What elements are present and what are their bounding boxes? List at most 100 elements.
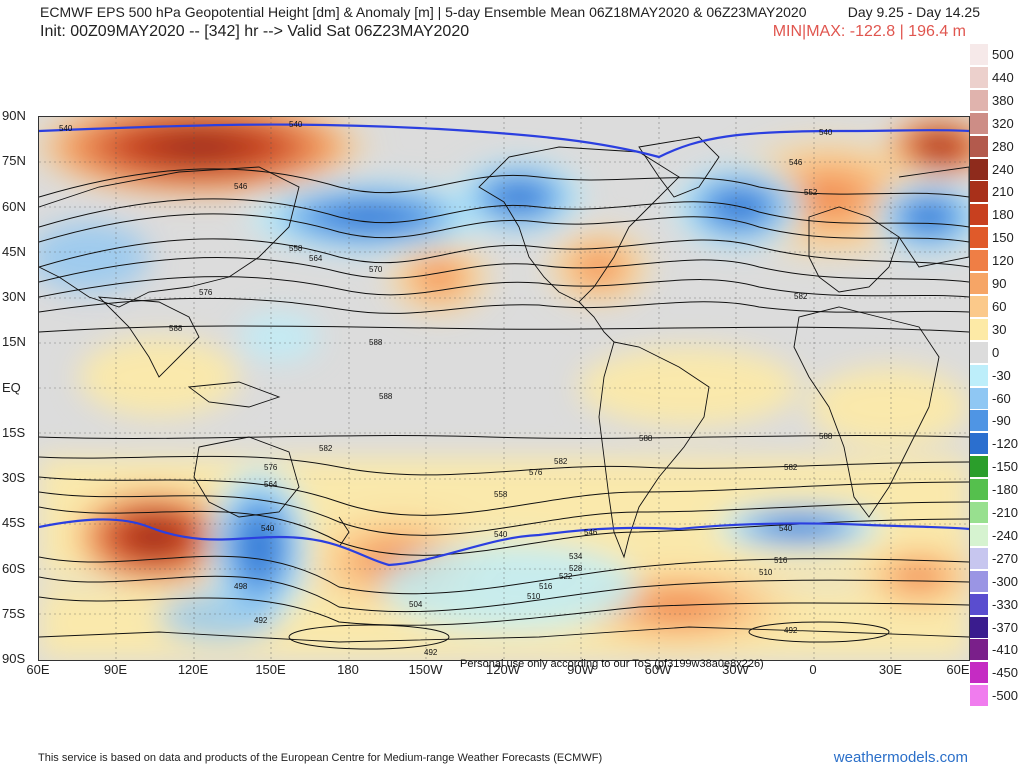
longitude-label: 120E [177,662,209,677]
longitude-label: 30E [878,662,903,677]
longitude-label: 150W [408,662,443,677]
forecast-days: Day 9.25 - Day 14.25 [847,4,980,20]
colorbar-swatch [970,204,988,226]
latitude-label: 45N [2,243,26,259]
colorbar-swatch [970,112,988,134]
map-title: ECMWF EPS 500 hPa Geopotential Height [d… [40,4,1004,20]
usage-watermark: Personal use only according to our ToS (… [460,658,764,670]
colorbar-level: 180 [970,204,1022,226]
colorbar-label: 0 [992,344,1000,360]
colorbar-swatch [970,547,988,569]
brand-link[interactable]: weathermodels.com [833,749,968,766]
anomaly-map[interactable]: 540 540 540 546 546 552 558 564 570 576 … [38,116,970,661]
colorbar-level: -120 [970,433,1022,455]
colorbar-swatch [970,662,988,684]
colorbar-level: -150 [970,456,1022,478]
map-canvas: 540 540 540 546 546 552 558 564 570 576 … [39,117,969,660]
longitude-label: 30W [722,662,749,677]
init-valid-line: Init: 00Z09MAY2020 -- [342] hr --> Valid… [40,23,470,40]
longitude-label: 90E [103,662,128,677]
colorbar-label: 180 [992,207,1014,223]
latitude-label: 60N [2,198,26,214]
latitude-label: 30S [2,470,26,485]
contour-label: 588 [379,392,393,401]
graticule [39,117,969,660]
anomaly-colorbar: 500 440 380 320 280 240 210 180 150 120 90 60 30 0 -30… [970,44,1022,724]
contour-label: 588 [369,338,383,347]
longitude-label: 0 [809,662,817,677]
contour-label: 546 [584,528,598,537]
colorbar-swatch [970,593,988,615]
contour-label: 522 [559,572,573,581]
colorbar-level: -210 [970,502,1022,523]
contour-label: 492 [784,626,798,635]
colorbar-label: 60 [992,298,1007,314]
contour-label: 576 [529,468,543,477]
latitude-label: 15S [2,424,26,440]
colorbar-swatch [970,341,988,363]
colorbar-level: -90 [970,410,1022,432]
colorbar-swatch [970,66,988,88]
latitude-label: 30N [2,289,26,304]
longitude-label: 60W [644,662,672,677]
latitude-label: 90N [2,108,26,123]
colorbar-swatch [970,250,988,272]
title-text: ECMWF EPS 500 hPa Geopotential Height [d… [40,4,807,20]
colorbar-swatch [970,295,988,317]
colorbar-swatch [970,364,988,386]
colorbar-level: -30 [970,364,1022,386]
contour-label: 558 [494,490,508,499]
colorbar-label: -270 [992,550,1019,566]
colorbar-label: 380 [992,92,1014,108]
contour-label: 588 [639,434,653,443]
colorbar-level: -370 [970,616,1022,638]
colorbar-level: 90 [970,273,1022,294]
colorbar-label: -90 [992,413,1011,429]
colorbar-level: 320 [970,112,1022,134]
colorbar-swatch [970,570,988,592]
colorbar-swatch [970,410,988,432]
colorbar-label: 500 [992,47,1014,62]
contour-label: 540 [779,524,793,533]
contour-label: 576 [199,288,213,297]
contour-label: 528 [569,564,583,573]
latitude-label: 75S [2,605,26,621]
colorbar-swatch [970,685,988,707]
colorbar-level: -450 [970,662,1022,684]
contour-label: 540 [819,128,833,137]
contour-label: 546 [234,182,248,191]
colorbar-label: -210 [992,505,1019,520]
colorbar-label: -330 [992,596,1019,612]
colorbar-label: -500 [992,688,1019,704]
colorbar-swatch [970,616,988,638]
colorbar-label: 440 [992,69,1014,85]
colorbar-level: -240 [970,524,1022,546]
latitude-label: EQ [2,379,21,395]
colorbar-label: -450 [992,665,1019,681]
colorbar-level: 240 [970,158,1022,180]
colorbar-swatch [970,181,988,203]
colorbar-swatch [970,387,988,409]
colorbar-label: 90 [992,276,1007,291]
colorbar-swatch [970,433,988,455]
contour-label: 588 [819,432,833,441]
colorbar-level: 210 [970,181,1022,203]
colorbar-swatch [970,44,988,65]
contour-label: 582 [784,463,798,472]
min-max-readout: MIN|MAX: -122.8 | 196.4 m [772,23,966,40]
contour-label: 510 [759,568,773,577]
colorbar-label: -410 [992,642,1019,658]
contour-label: 552 [804,188,818,197]
colorbar-swatch [970,456,988,478]
colorbar-swatch [970,227,988,249]
colorbar-level: -330 [970,593,1022,615]
contour-label: 570 [369,265,383,274]
latitude-label: 45S [2,515,26,531]
contour-label: 588 [169,324,183,333]
longitude-label: 60E [26,662,50,677]
colorbar-swatch [970,89,988,111]
colorbar-level: 30 [970,318,1022,340]
contour-label: 534 [569,552,583,561]
contour-label: 504 [409,600,423,609]
latitude-label: 75N [2,153,26,169]
